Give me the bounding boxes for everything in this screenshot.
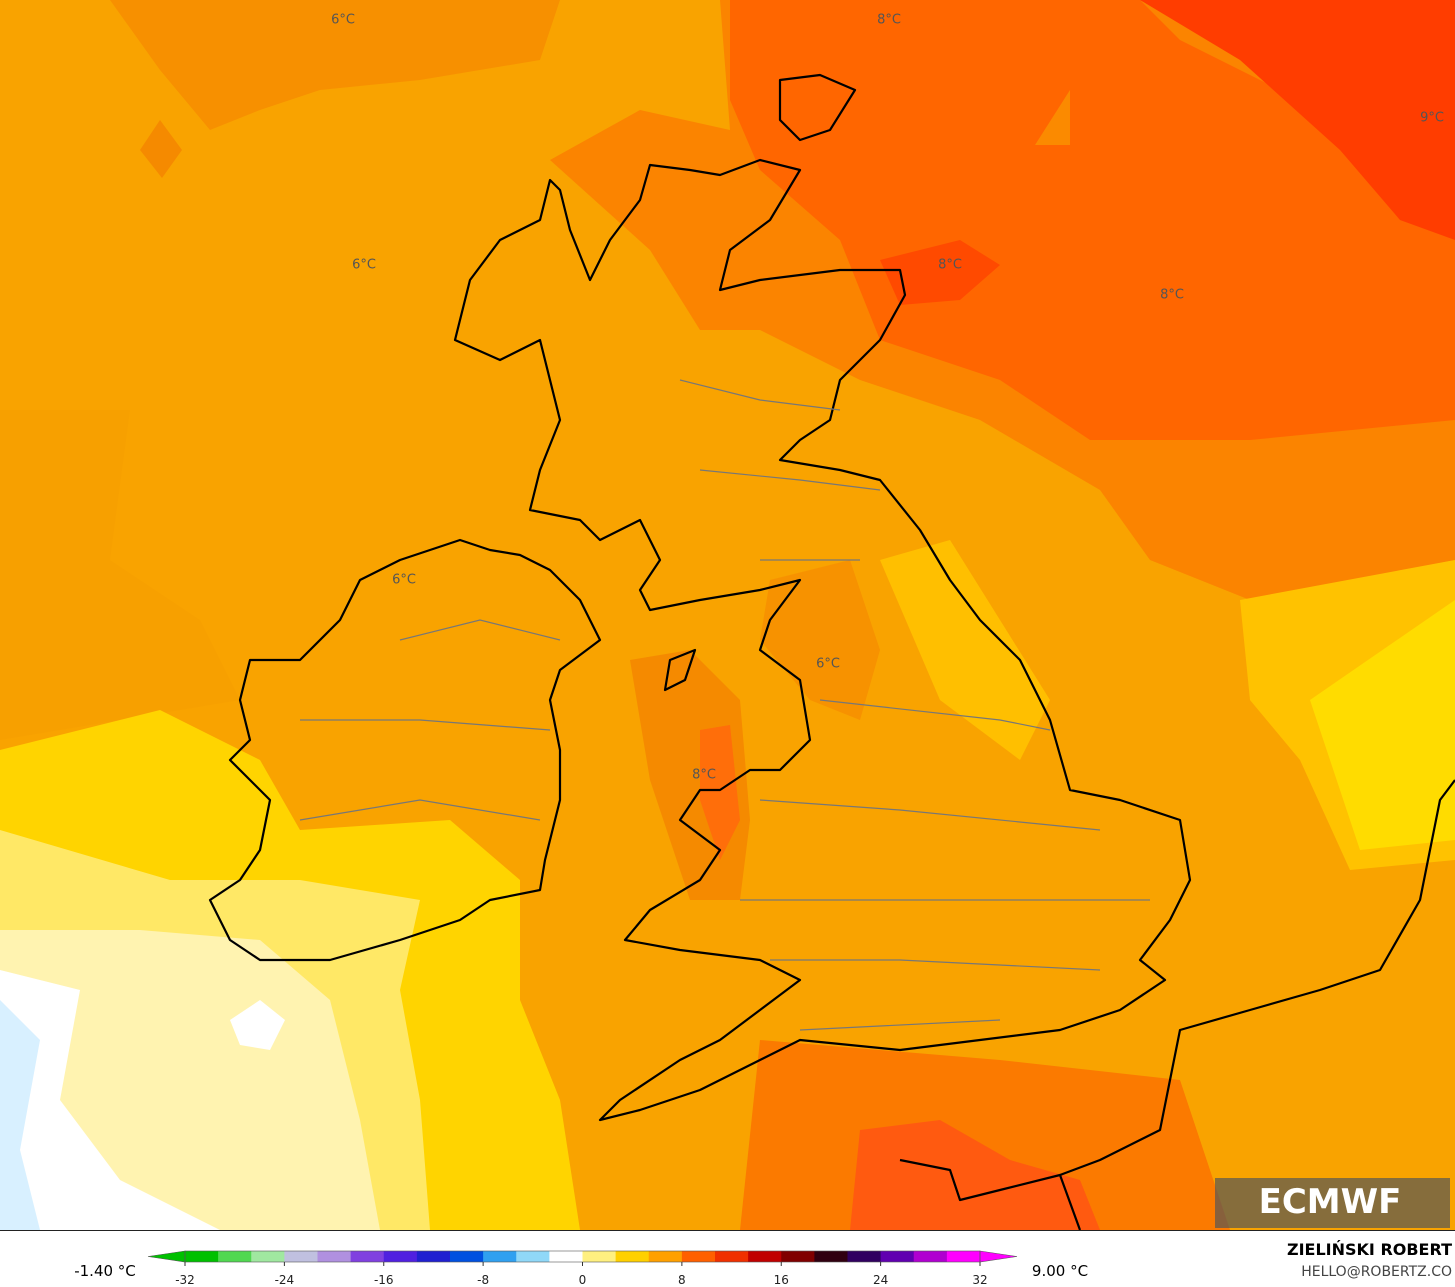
author: ZIELIŃSKI ROBERT <box>1287 1240 1452 1259</box>
contour-label: 8°C <box>877 13 901 28</box>
colorbar-cell <box>847 1251 865 1262</box>
colorbar-cell <box>797 1251 815 1262</box>
colorbar-cell <box>367 1251 385 1262</box>
colorbar-cell <box>383 1251 401 1262</box>
colorbar-max: 9.00 °C <box>1032 1262 1088 1280</box>
admin-borders <box>299 379 1150 1031</box>
colorbar-cell <box>516 1251 534 1262</box>
colorbar-cell <box>466 1251 484 1262</box>
colorbar-cell <box>218 1251 236 1262</box>
colorbar-cell <box>913 1251 931 1262</box>
colorbar-cell <box>317 1251 335 1262</box>
contour-label: 8°C <box>692 768 716 783</box>
colorbar-cell <box>483 1251 501 1262</box>
temperature-field <box>0 0 1455 1230</box>
colorbar-cell <box>814 1251 832 1262</box>
colorbar-cell <box>300 1251 318 1262</box>
colorbar-cell <box>748 1251 766 1262</box>
contour-label: 9°C <box>1420 111 1444 126</box>
colorbar-cell <box>185 1251 203 1262</box>
colorbar-cell <box>549 1251 567 1262</box>
colorbar-cell <box>864 1251 882 1262</box>
contour-label: 6°C <box>816 657 840 672</box>
colorbar-cell <box>599 1251 617 1262</box>
contour-labels: 6°C 8°C 9°C 6°C 8°C 8°C 6°C 6°C 8°C <box>331 13 1444 783</box>
contour-label: 8°C <box>1160 288 1184 303</box>
colorbar-cell <box>334 1251 352 1262</box>
contour-label: 6°C <box>392 573 416 588</box>
colorbar-cell <box>781 1251 799 1262</box>
colorbar-cell <box>963 1251 981 1262</box>
colorbar-cell <box>400 1251 418 1262</box>
colorbar-cell <box>615 1251 633 1262</box>
colorbar-cell <box>830 1251 848 1262</box>
colorbar-tick-label: -16 <box>374 1273 394 1287</box>
colorbar-cell <box>565 1251 583 1262</box>
colorbar-tick-label: 16 <box>774 1273 789 1287</box>
colorbar-cell <box>433 1251 451 1262</box>
colorbar-cell <box>284 1251 302 1262</box>
colorbar-tick-label: -8 <box>477 1273 489 1287</box>
colorbar-cell <box>251 1251 269 1262</box>
colorbar-cell <box>450 1251 468 1262</box>
colorbar-cell <box>764 1251 782 1262</box>
colorbar-cell <box>665 1251 683 1262</box>
colorbar-tick-label: 0 <box>579 1273 587 1287</box>
colorbar-tick-label: 24 <box>873 1273 888 1287</box>
colorbar-cell <box>499 1251 517 1262</box>
logo-box: ECMWF <box>1215 1178 1450 1228</box>
contour-label: 6°C <box>331 13 355 28</box>
logo: ECMWF <box>1259 1182 1402 1222</box>
colorbar-tick-label: -24 <box>275 1273 295 1287</box>
colorbar-cell <box>698 1251 716 1262</box>
colorbar-tick-label: -32 <box>175 1273 195 1287</box>
colorbar-cell <box>416 1251 434 1262</box>
colorbar-cell <box>532 1251 550 1262</box>
contour-label: 6°C <box>352 258 376 273</box>
coastlines <box>208 73 1455 1231</box>
colorbar-cell <box>715 1251 733 1262</box>
colorbar-cell <box>350 1251 368 1262</box>
contour-label: 8°C <box>938 258 962 273</box>
colorbar-tick-label: 8 <box>678 1273 686 1287</box>
colorbar-cell <box>234 1251 252 1262</box>
colorbar-cell <box>648 1251 666 1262</box>
colorbar-cell <box>681 1251 699 1262</box>
colorbar-cell <box>267 1251 285 1262</box>
colorbar-min: -1.40 °C <box>74 1262 136 1280</box>
colorbar-cell <box>880 1251 898 1262</box>
colorbar-cell <box>632 1251 650 1262</box>
colorbar-cell <box>582 1251 600 1262</box>
contact: HELLO@ROBERTZ.CO <box>1301 1264 1452 1280</box>
colorbar-cell <box>731 1251 749 1262</box>
colorbar-cell <box>201 1251 219 1262</box>
colorbar-tick-label: 32 <box>972 1273 987 1287</box>
colorbar-cell <box>946 1251 964 1262</box>
colorbar-cell <box>897 1251 915 1262</box>
colorbar: -32 -24 -16 -8 0 8 16 24 32 <box>147 1250 1018 1287</box>
colorbar-cell <box>930 1251 948 1262</box>
